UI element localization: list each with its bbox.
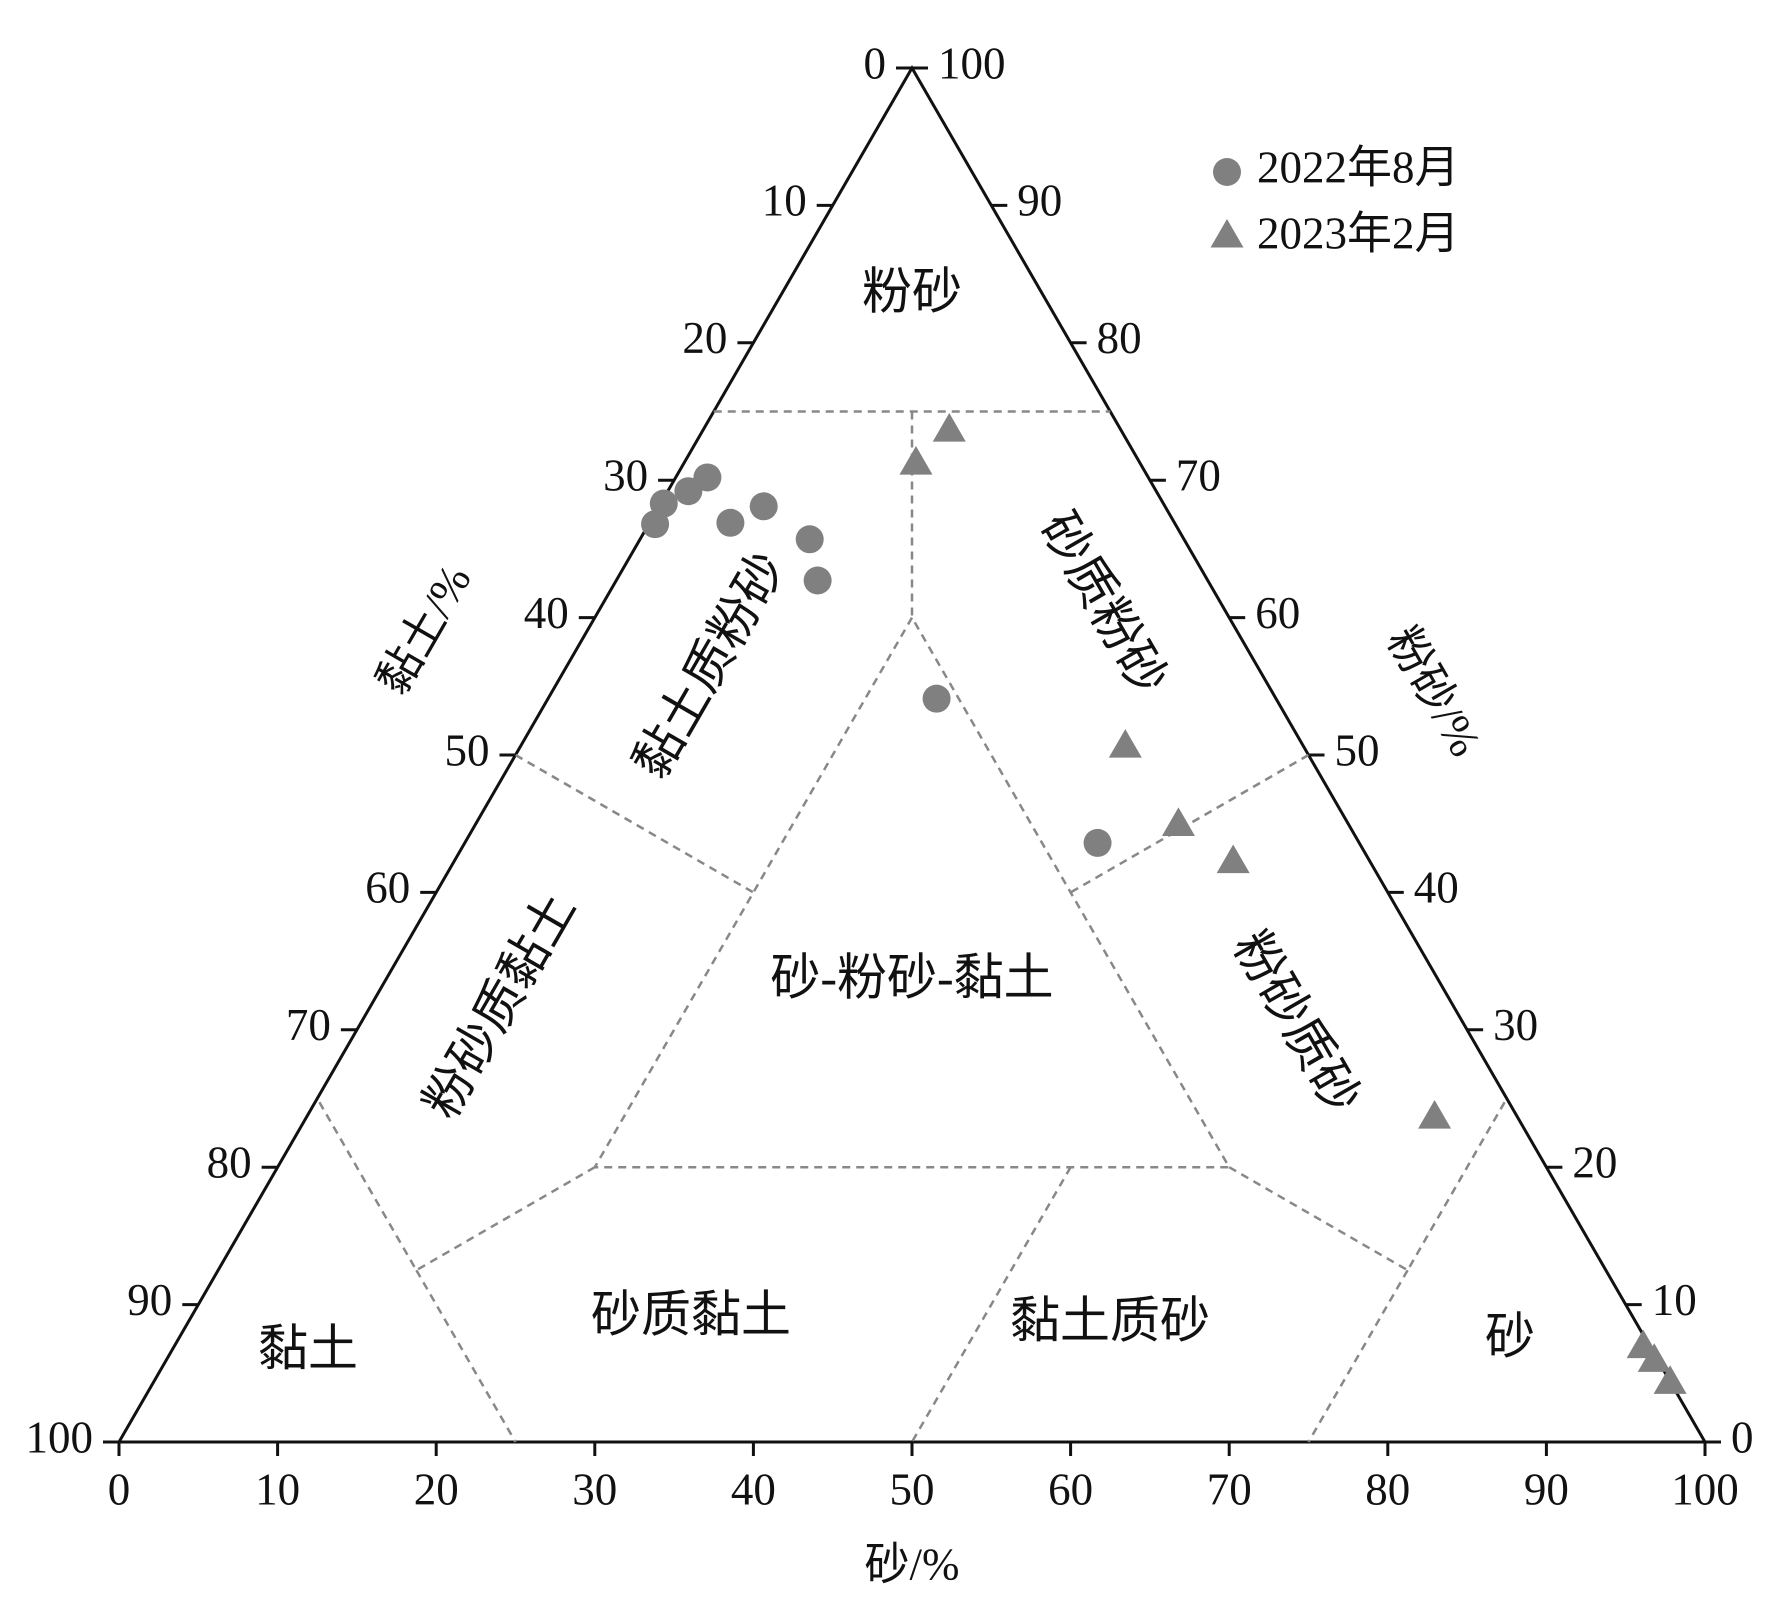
data-point	[1418, 1100, 1452, 1129]
silt-tick-label: 50	[1335, 725, 1380, 775]
boundary	[1307, 1269, 1409, 1443]
sand-tick-label: 70	[1207, 1464, 1252, 1514]
data-point	[922, 684, 951, 713]
data-point	[899, 446, 933, 475]
boundary	[1069, 753, 1310, 894]
sand-tick-label: 60	[1048, 1464, 1093, 1514]
data-point	[803, 566, 832, 595]
region-label: 黏土质粉砂	[622, 543, 795, 788]
region-label: 黏土质砂	[1010, 1292, 1210, 1348]
sand-tick-label: 20	[414, 1464, 459, 1514]
sand-tick-label: 30	[572, 1464, 617, 1514]
clay-tick-label: 20	[682, 313, 727, 363]
legend-marker	[1213, 158, 1241, 186]
sand-tick-label: 80	[1365, 1464, 1410, 1514]
clay-tick-label: 80	[207, 1138, 252, 1188]
sand-tick-label: 100	[1671, 1464, 1739, 1514]
clay-tick-label: 40	[524, 588, 569, 638]
silt-axis-title: 粉砂/%	[1377, 619, 1490, 765]
sand-tick-label: 0	[108, 1464, 131, 1514]
silt-tick-label: 20	[1572, 1138, 1617, 1188]
data-point	[716, 508, 745, 537]
clay-tick-label: 60	[365, 863, 410, 913]
data-point	[795, 525, 824, 554]
region-label: 粉砂质砂	[1223, 922, 1371, 1123]
silt-tick-label: 10	[1652, 1275, 1697, 1325]
data-point	[693, 463, 722, 492]
sand-tick-label: 40	[731, 1464, 776, 1514]
clay-tick-label: 70	[286, 1000, 331, 1050]
silt-tick-label: 80	[1097, 313, 1142, 363]
region-label: 砂质粉砂	[1030, 503, 1178, 704]
clay-tick-label: 0	[864, 38, 887, 88]
clay-tick-label: 10	[762, 176, 807, 226]
boundary	[316, 1097, 596, 1272]
clay-tick-label: 30	[603, 451, 648, 501]
data-point	[1108, 729, 1142, 758]
legend-label: 2023年2月	[1257, 208, 1460, 258]
clay-tick-label: 90	[127, 1275, 172, 1325]
silt-tick-label: 0	[1731, 1412, 1754, 1462]
legend-label: 2022年8月	[1257, 142, 1460, 192]
boundary	[592, 616, 1232, 1169]
sand-tick-label: 50	[890, 1464, 935, 1514]
region-label: 粉砂	[862, 263, 962, 319]
clay-axis-title: 黏土/%	[367, 557, 480, 703]
data-point	[649, 489, 678, 518]
region-label: 粉砂质黏土	[412, 883, 585, 1128]
clay-tick-label: 100	[26, 1412, 94, 1462]
silt-tick-label: 90	[1017, 176, 1062, 226]
data-point	[1083, 828, 1112, 857]
boundary	[415, 1269, 517, 1443]
region-label: 砂	[1485, 1308, 1535, 1364]
boundary	[1228, 1097, 1508, 1272]
data-point	[1653, 1365, 1687, 1394]
silt-tick-label: 30	[1493, 1000, 1538, 1050]
silt-tick-label: 40	[1414, 863, 1459, 913]
data-point	[749, 492, 778, 521]
silt-tick-label: 60	[1255, 588, 1300, 638]
data-point	[1161, 807, 1195, 836]
sand-tick-label: 10	[255, 1464, 300, 1514]
silt-tick-label: 70	[1176, 451, 1221, 501]
boundary	[910, 1166, 1072, 1443]
boundary	[514, 753, 755, 894]
region-label: 黏土	[258, 1320, 358, 1376]
legend-marker	[1210, 218, 1244, 248]
region-boundaries	[316, 410, 1508, 1443]
clay-tick-label: 50	[445, 725, 490, 775]
sand-tick-label: 90	[1524, 1464, 1569, 1514]
data-point	[1637, 1343, 1671, 1372]
data-point	[1216, 844, 1250, 874]
data-point	[932, 413, 966, 442]
silt-tick-label: 100	[938, 38, 1006, 88]
sand-axis-title: 砂/%	[865, 1539, 960, 1589]
region-label: 砂质黏土	[591, 1286, 791, 1342]
region-label: 砂-粉砂-黏土	[770, 949, 1053, 1005]
